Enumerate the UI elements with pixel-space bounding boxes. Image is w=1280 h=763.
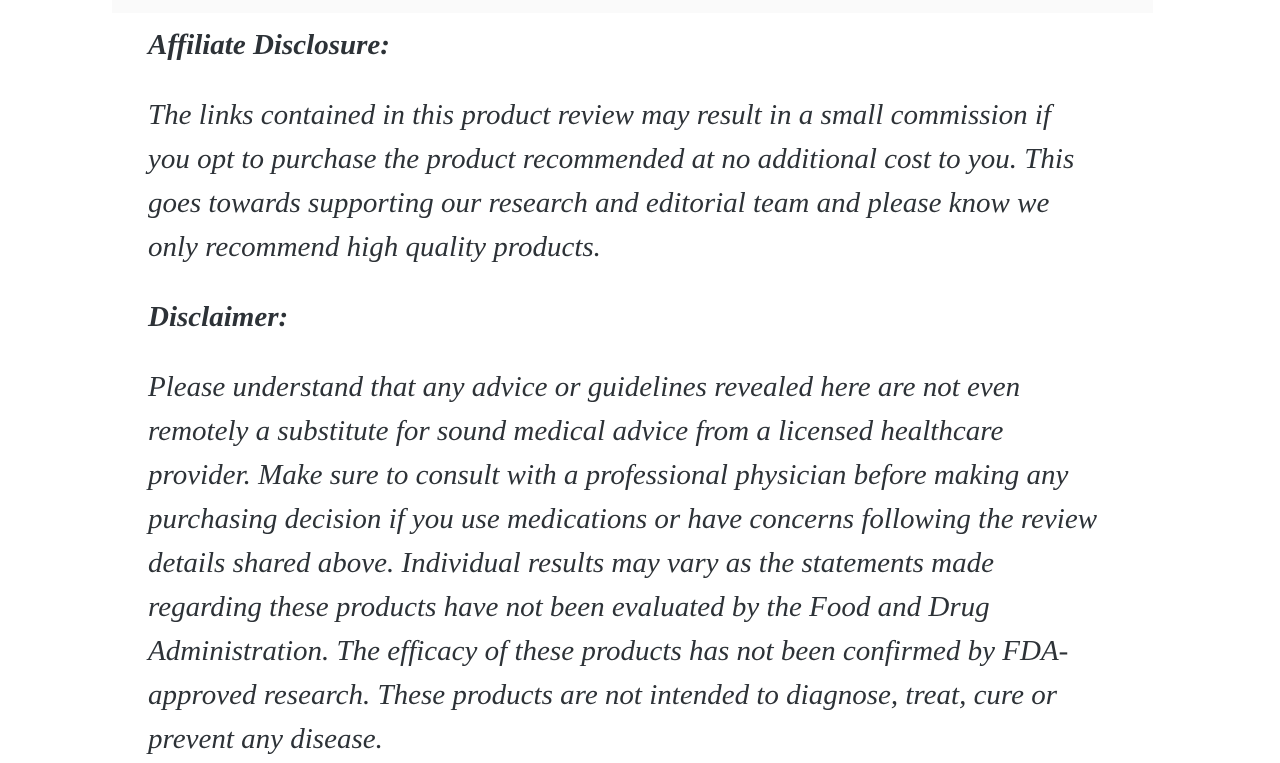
affiliate-disclosure-paragraph: The links contained in this product revi… [148,99,1075,263]
affiliate-disclosure-heading: Affiliate Disclosure: [148,29,390,61]
content-top-edge [112,0,1153,13]
article-content: Affiliate Disclosure: The links containe… [112,0,1153,763]
disclaimer-heading: Disclaimer: [148,301,289,333]
disclosure-text-block: Affiliate Disclosure: The links containe… [112,23,1153,761]
disclaimer-paragraph: Please understand that any advice or gui… [148,371,1098,755]
